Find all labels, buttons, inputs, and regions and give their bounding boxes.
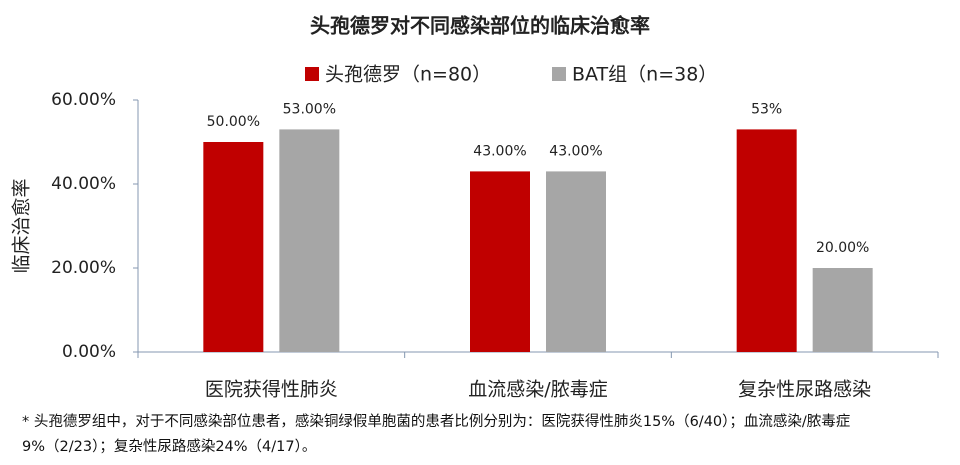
bar	[812, 268, 873, 352]
value-label: 53.00%	[283, 101, 336, 117]
x-tick-label: 医院获得性肺炎	[205, 379, 338, 401]
x-tick-label: 血流感染/脓毒症	[468, 379, 607, 401]
chart-title: 头孢德罗对不同感染部位的临床治愈率	[310, 14, 650, 38]
bar	[736, 129, 797, 352]
y-tick-label: 40.00%	[51, 174, 116, 194]
value-label: 50.00%	[207, 114, 260, 130]
y-tick-label: 0.00%	[62, 342, 116, 362]
bar	[279, 129, 340, 352]
y-tick-label: 20.00%	[51, 258, 116, 278]
value-label: 53%	[751, 101, 782, 117]
legend-swatch	[552, 67, 566, 81]
legend-label: BAT组（n=38）	[572, 64, 717, 86]
legend-label: 头孢德罗（n=80）	[325, 64, 491, 86]
bar	[546, 171, 606, 352]
footnote: * 头孢德罗组中，对于不同感染部位患者，感染铜绿假单胞菌的患者比例分别为：医院获…	[22, 414, 851, 455]
value-label: 43.00%	[473, 143, 526, 159]
x-tick-label: 复杂性尿路感染	[738, 379, 871, 401]
chart: 头孢德罗对不同感染部位的临床治愈率 临床治愈率 0.00% 20.00% 40.00…	[11, 14, 939, 401]
bar	[470, 171, 530, 352]
y-tick-label: 60.00%	[51, 90, 116, 110]
bar	[203, 142, 264, 352]
y-axis-label: 临床治愈率	[11, 178, 33, 273]
legend-swatch	[305, 67, 319, 81]
value-label: 43.00%	[549, 143, 602, 159]
value-label: 20.00%	[816, 240, 869, 256]
